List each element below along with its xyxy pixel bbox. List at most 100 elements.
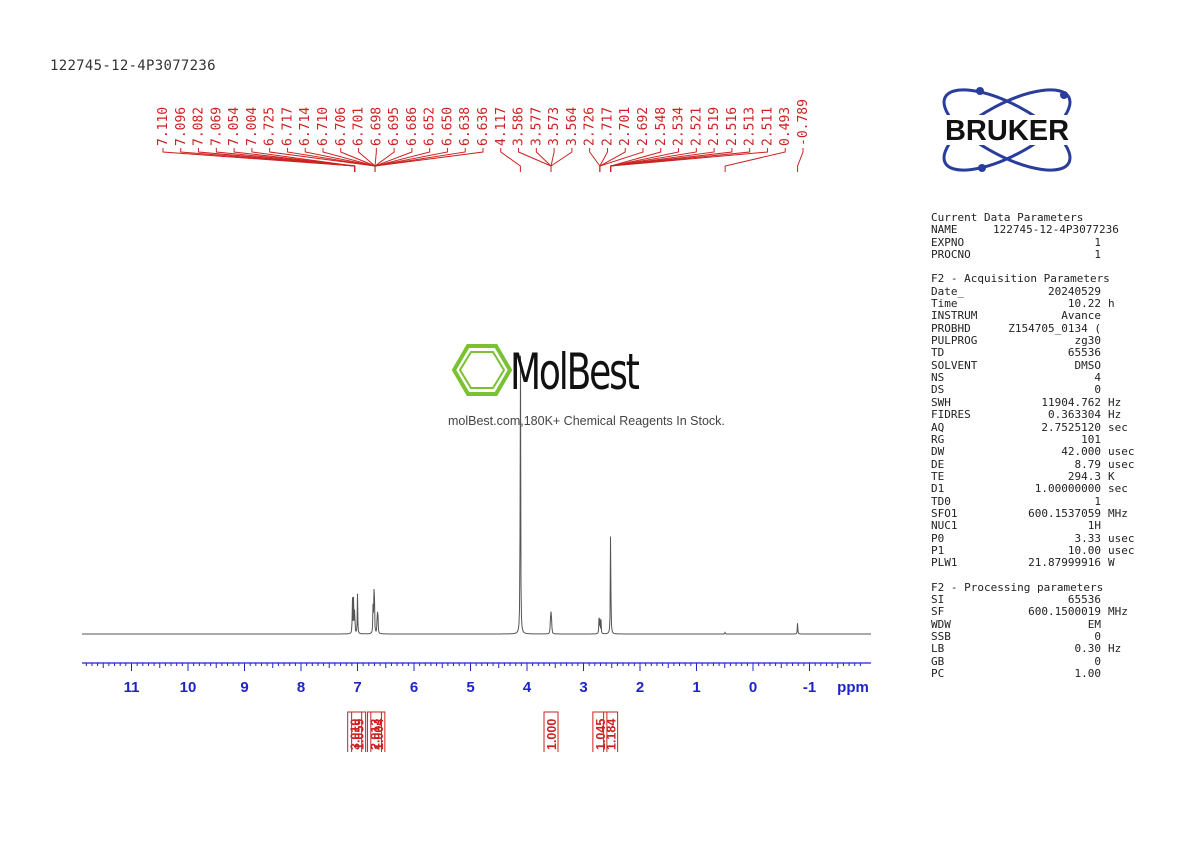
param-unit (1101, 668, 1108, 680)
param-value: 10.00 (1067, 543, 1101, 557)
integral-value: 2.013 (368, 719, 382, 750)
integral-bracket (603, 711, 619, 752)
param-unit (1101, 619, 1108, 631)
spectrum-trace (82, 355, 871, 635)
x-tick-label: 8 (297, 679, 305, 696)
param-unit (1101, 496, 1108, 508)
integral-bracket (351, 711, 367, 752)
param-group: F2 - Processing parameters SI 65536 SF 600.1… (931, 580, 1146, 681)
param-key: NUC1 (931, 519, 958, 533)
param-row: SSB 0 (931, 630, 1146, 643)
param-key: PROCNO (931, 248, 971, 262)
sample-title: 122745-12-4P3077236 (50, 58, 216, 74)
param-key: SI (931, 592, 945, 606)
param-value: 0 (1094, 383, 1101, 397)
param-row: EXPNO 1 (931, 235, 1146, 249)
param-value: 0 (1094, 654, 1101, 668)
peak-label: 6.717 (280, 107, 295, 146)
param-key: SSB (931, 630, 951, 643)
param-row: RG 101 (931, 432, 1146, 446)
peak-label: 7.082 (192, 107, 207, 146)
param-unit: usec (1108, 531, 1135, 545)
benzene-logo-icon (452, 344, 512, 396)
param-value: 600.1500019 (1028, 605, 1101, 619)
param-unit (1101, 656, 1108, 668)
param-key: TD0 (931, 494, 951, 508)
param-row: INSTRUM Avance (931, 310, 1146, 323)
parameters-panel: Current Data Parameters NAME 122745-12-4P3… (931, 211, 1146, 692)
param-row: DW 42.000 usec (931, 445, 1146, 459)
peak-label: 6.650 (440, 107, 455, 146)
peak-connector (535, 148, 552, 172)
integral-value: 3.010 (349, 719, 363, 750)
param-row: NS 4 (931, 371, 1146, 385)
peak-label: 2.717 (600, 107, 615, 146)
param-row: SF 600.1500019 MHz (931, 605, 1146, 619)
peak-label: 6.636 (476, 107, 491, 146)
peak-label: 6.701 (352, 107, 367, 146)
param-key: FIDRES (931, 408, 971, 422)
param-unit: K (1108, 469, 1115, 483)
param-group: Current Data Parameters NAME 122745-12-4P3… (931, 211, 1146, 262)
param-value: 10.22 (1067, 297, 1101, 311)
param-row: GB 0 (931, 654, 1146, 668)
param-key: DE (931, 457, 945, 471)
param-key: LB (931, 642, 945, 656)
param-value: 1 (1094, 248, 1101, 262)
peak-label: 4.117 (494, 107, 509, 146)
param-unit (1101, 360, 1108, 372)
param-value: 65536 (1067, 346, 1101, 360)
peak-label: 6.698 (369, 107, 384, 146)
x-tick-label: 2 (636, 679, 644, 696)
param-key: EXPNO (931, 235, 965, 249)
integral-value: 1.059 (353, 719, 367, 750)
param-group-header: F2 - Processing parameters (931, 580, 1104, 594)
x-tick-label: 10 (180, 679, 197, 696)
param-unit (1101, 434, 1108, 446)
param-group-header: Current Data Parameters (931, 211, 1084, 224)
x-tick-label: 1 (692, 679, 700, 696)
param-unit: Hz (1108, 395, 1122, 409)
param-row: LB 0.30 Hz (931, 642, 1146, 656)
param-value: 65536 (1067, 592, 1101, 606)
param-unit: usec (1108, 543, 1135, 557)
param-unit (1101, 335, 1108, 347)
x-tick-label: -1 (803, 679, 816, 696)
param-unit: Hz (1108, 408, 1122, 422)
param-unit: usec (1108, 445, 1135, 459)
peak-label-connectors (162, 148, 804, 172)
x-axis-label: ppm (837, 679, 869, 696)
peak-label: 2.511 (760, 107, 775, 146)
peak-label: 6.652 (423, 107, 438, 146)
param-row: PULPROG zg30 (931, 334, 1146, 347)
logo-text: BRUKER (945, 115, 1069, 147)
x-tick-label: 0 (749, 679, 757, 696)
param-key: RG (931, 432, 945, 446)
param-value: 294.3 (1067, 469, 1101, 483)
param-value: 4 (1094, 371, 1101, 385)
param-key: Date_ (931, 284, 965, 298)
peak-label: 6.706 (334, 107, 349, 146)
param-row: SWH 11904.762 Hz (931, 395, 1146, 409)
peak-connector (550, 148, 573, 172)
param-value: 11904.762 (1041, 395, 1101, 409)
param-unit: MHz (1108, 605, 1128, 619)
peak-connector (500, 148, 521, 172)
peak-label: 2.726 (583, 107, 598, 146)
peak-labels: 7.110 7.096 7.082 7.069 7.054 7.004 6.725 6.717… (156, 99, 811, 146)
param-key: DS (931, 383, 945, 397)
param-unit (1101, 237, 1108, 249)
peak-connector (599, 148, 608, 172)
param-value: 21.87999916 (1028, 556, 1101, 570)
peak-label: 3.573 (547, 107, 562, 146)
param-key: SWH (931, 395, 951, 409)
param-value: Z154705_0134 ( (1008, 321, 1101, 335)
param-key: PROBHD (931, 321, 971, 335)
param-unit (1101, 594, 1108, 606)
integral-value: 1.004 (372, 719, 386, 750)
param-key: SF (931, 605, 945, 619)
param-unit (1101, 347, 1108, 359)
peak-label: 6.638 (458, 107, 473, 146)
param-value: 3.33 (1074, 531, 1102, 545)
param-unit (1101, 631, 1108, 643)
